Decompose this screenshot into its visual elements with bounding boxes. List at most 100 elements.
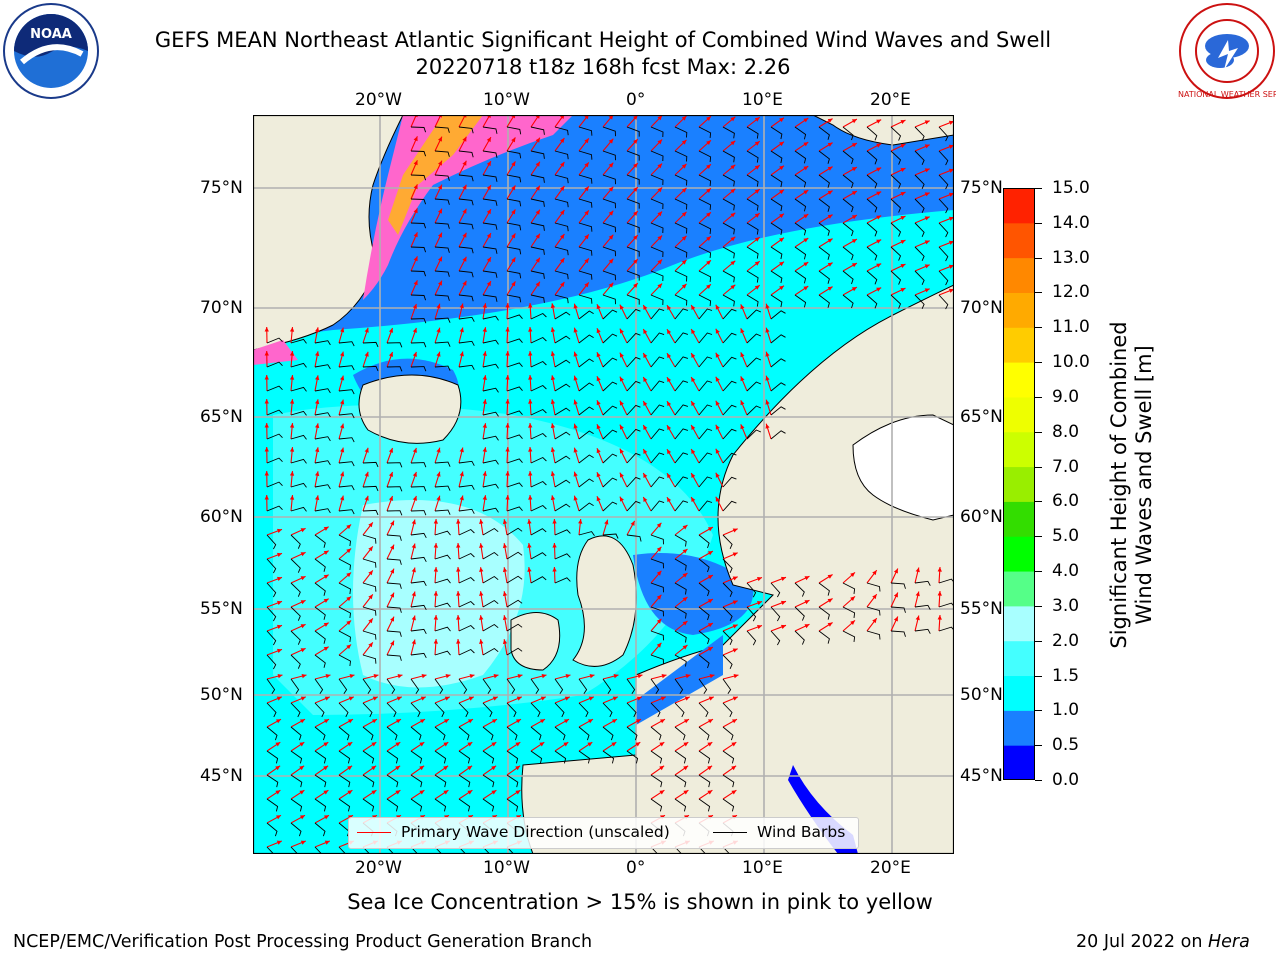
colorbar-swatch [1003, 745, 1035, 780]
wind-barb [938, 294, 949, 310]
gulf-of-bothnia-ice-free [852, 414, 954, 521]
wave-direction-arrowhead [659, 742, 665, 747]
wind-barb [698, 798, 711, 812]
colorbar-swatch [1003, 501, 1035, 537]
wave-direction-arrowhead [315, 447, 320, 453]
wind-barb [554, 479, 571, 488]
wind-barb [842, 606, 856, 618]
wave-direction-arrowhead [731, 742, 737, 747]
wind-barb [770, 406, 786, 416]
wave-direction-arrowhead [368, 546, 373, 552]
wave-direction-arrowhead [803, 166, 809, 171]
wind-barb [530, 174, 545, 183]
wave-direction-arrowhead [462, 208, 467, 214]
wind-barb [698, 150, 712, 162]
wave-direction-arrowhead [300, 576, 306, 581]
wave-direction-arrowhead [684, 719, 689, 724]
wave-direction-arrowhead [552, 567, 557, 572]
wind-barb [386, 462, 403, 468]
wind-barb [554, 726, 566, 741]
wind-barb [578, 478, 594, 488]
colorbar-swatch [1003, 431, 1035, 468]
wave-direction-arrowhead [277, 648, 282, 653]
wind-barb [434, 602, 451, 608]
colorbar-tick-label: 12.0 [1052, 282, 1090, 303]
wave-direction-arrowhead [804, 624, 810, 629]
wave-direction-arrowhead [657, 211, 663, 217]
wind-barb [602, 501, 618, 512]
wind-barb [458, 846, 467, 854]
wind-barb [506, 198, 522, 207]
wind-barb [410, 126, 427, 133]
wind-barb [674, 332, 689, 344]
wave-direction-arrowhead [390, 616, 394, 622]
wind-barb [602, 678, 612, 694]
wind-barb [554, 311, 571, 320]
wave-direction-arrowhead [515, 742, 521, 747]
wind-barb [266, 606, 277, 622]
wind-barb [410, 198, 427, 205]
wave-direction-arrowhead [459, 303, 464, 309]
wind-barb [794, 246, 807, 260]
wave-direction-arrowhead [438, 280, 442, 286]
wave-direction-arrowhead [444, 719, 449, 724]
wind-barb [386, 582, 402, 589]
wind-barb [818, 126, 830, 140]
wave-direction-arrowhead [517, 674, 523, 679]
wave-direction-arrowhead [691, 473, 696, 478]
wind-barb [338, 678, 348, 694]
wave-direction-arrowhead [851, 167, 857, 172]
wave-direction-arrowhead [715, 328, 720, 334]
lat-label-right-45n: 45°N [960, 766, 1003, 786]
colorbar-tick-label: 2.0 [1052, 630, 1080, 651]
wind-barb [314, 364, 331, 370]
wind-barb [314, 484, 331, 490]
wind-barb [434, 578, 451, 584]
wave-direction-arrowhead [643, 473, 648, 478]
wind-barb [362, 582, 377, 592]
wind-barb [650, 654, 664, 665]
wave-direction-arrowhead [300, 719, 305, 724]
wind-barb [698, 380, 713, 392]
wind-barb [650, 294, 664, 306]
wind-barb [554, 407, 571, 416]
colorbar-swatch [1003, 396, 1035, 433]
wind-barb [674, 582, 687, 595]
wind-barb [578, 531, 595, 536]
wave-direction-arrowhead [300, 528, 306, 533]
wave-direction-arrowhead [667, 497, 672, 503]
wind-barb [482, 774, 495, 788]
wind-barb [866, 126, 878, 141]
colorbar-tick-mark [1035, 780, 1042, 781]
wave-direction-arrowhead [502, 543, 508, 549]
wind-barb [506, 314, 523, 320]
wind-barb [314, 846, 323, 854]
colorbar-tick-label: 13.0 [1052, 247, 1090, 268]
wave-direction-arrowhead [550, 303, 556, 309]
lat-label-right-55n: 55°N [960, 599, 1003, 619]
wind-barb [362, 654, 377, 664]
wave-direction-arrowhead [560, 138, 565, 143]
wind-barb [818, 222, 830, 236]
wave-direction-arrowhead [584, 210, 589, 216]
wave-direction-arrowhead [528, 351, 533, 356]
wave-direction-arrowhead [456, 543, 461, 548]
wave-direction-arrowhead [527, 567, 532, 572]
wave-direction-arrowhead [619, 448, 624, 454]
wind-barb [866, 582, 881, 592]
wind-barb [674, 404, 689, 416]
wind-barb [698, 294, 712, 306]
wave-direction-arrowhead [608, 186, 614, 192]
wind-barb [938, 126, 949, 142]
wind-barb [362, 750, 375, 764]
wave-direction-arrowhead [390, 520, 394, 526]
wind-barb [506, 750, 519, 764]
wave-direction-arrowhead [604, 519, 609, 525]
wind-barb [794, 126, 807, 140]
wave-direction-arrowhead [396, 719, 401, 724]
wave-direction-arrowhead [876, 143, 882, 148]
wave-direction-arrowhead [937, 615, 942, 620]
wind-barb [818, 198, 830, 212]
wave-direction-arrowhead [438, 208, 442, 214]
wind-barb [506, 174, 522, 183]
